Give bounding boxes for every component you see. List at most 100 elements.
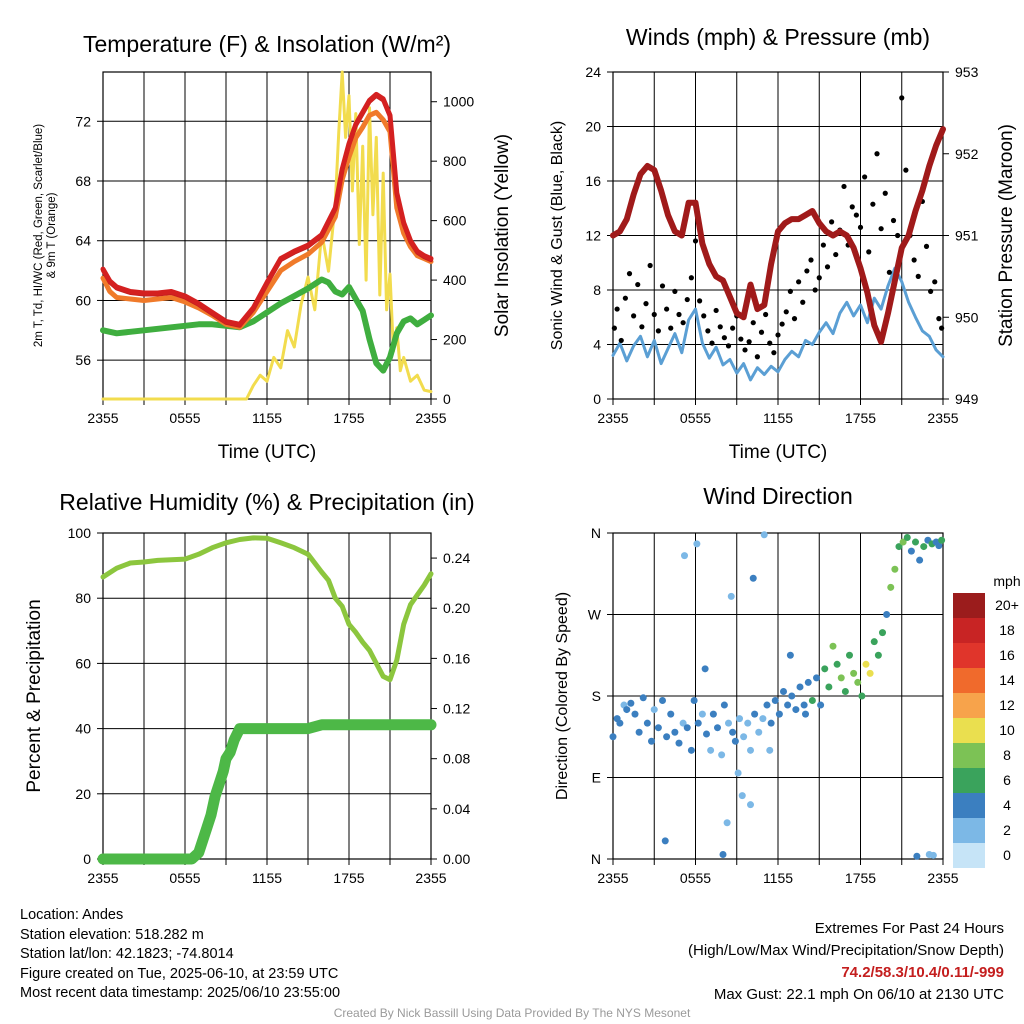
wdir-point	[887, 583, 895, 591]
wdir-point	[771, 697, 779, 705]
temp-y2-tick-label: 800	[443, 153, 467, 169]
wind-title: Winds (mph) & Pressure (mb)	[626, 24, 930, 50]
colorbar-label: 2	[1003, 822, 1011, 838]
rh-y2-tick-label: 0.04	[443, 801, 470, 817]
colorbar-unit-label: mph	[993, 573, 1020, 589]
wind-gust-point	[767, 340, 773, 346]
wdir-point	[729, 728, 737, 736]
wind-gust-point	[862, 174, 868, 180]
wdir-point	[903, 534, 911, 542]
wdir-point	[862, 660, 870, 668]
rh-y2-tick-label: 0.24	[443, 550, 470, 566]
extremes-panel: Extremes For Past 24 Hours (High/Low/Max…	[688, 918, 1004, 1006]
temp-y2-axis-label: Solar Insolation (Yellow)	[492, 134, 513, 337]
wind-gust-point	[841, 183, 847, 190]
wind-x-tick-label: 2355	[927, 410, 958, 426]
wind-gust-point	[932, 279, 938, 285]
wdir-point	[744, 719, 752, 727]
wdir-x-tick-label: 2355	[597, 870, 628, 886]
wdir-point	[935, 542, 943, 550]
wdir-x-tick-label: 2355	[927, 870, 958, 886]
rh-series-humidity	[100, 535, 434, 683]
wind-gust-point	[701, 313, 707, 319]
colorbar-swatch	[953, 718, 985, 743]
wind-gust-point	[783, 309, 789, 315]
wdir-x-tick-label: 1755	[845, 870, 876, 886]
wind-y2-axis-label: Station Pressure (Maroon)	[996, 124, 1017, 347]
temp-y-tick-label: 60	[75, 292, 91, 308]
wdir-point	[825, 683, 833, 691]
wind-gust-point	[655, 328, 661, 334]
wdir-point	[766, 746, 774, 754]
wind-gust-point	[824, 264, 831, 270]
wdir-point	[755, 728, 763, 736]
colorbar-swatch	[953, 593, 985, 618]
colorbar-swatch	[953, 843, 985, 868]
wdir-point	[870, 638, 878, 646]
wind-gust-point	[713, 307, 719, 314]
wdir-point	[780, 687, 787, 695]
wind-gust-point	[812, 287, 818, 293]
wind-gust-point	[730, 325, 736, 331]
temp-y-tick-label: 68	[75, 173, 91, 189]
colorbar-label: 6	[1003, 772, 1011, 788]
rh-y-axis-label: Percent & Precipitation	[24, 599, 45, 792]
wind-y2-tick-label: 950	[955, 309, 979, 325]
wind-gust-point	[899, 95, 905, 101]
rh-y2-tick-label: 0.12	[443, 701, 470, 717]
wdir-point	[800, 701, 808, 709]
wdir-point	[788, 692, 796, 700]
wdir-point	[802, 710, 809, 718]
wind-gust-point	[750, 320, 756, 326]
temp-x-tick-label: 2355	[415, 410, 446, 426]
wdir-point	[681, 552, 688, 560]
wdir-point	[690, 697, 698, 705]
wdir-point	[920, 543, 928, 551]
temp-y-tick-label: 64	[75, 233, 91, 249]
wdir-point	[693, 540, 701, 548]
wdir-point	[751, 710, 759, 718]
temp-y-axis-label-text: 2m T, Td, HI/WC (Red, Green, Scarlet/Blu…	[33, 124, 58, 347]
wdir-point	[707, 746, 715, 754]
wdir-point	[808, 697, 816, 705]
wdir-y-axis-label: Direction (Colored By Speed)	[554, 592, 571, 800]
wind-gust-point	[890, 217, 897, 224]
wdir-point	[891, 565, 899, 573]
wind-gust-point	[895, 232, 901, 239]
temp-x-axis-label: Time (UTC)	[218, 442, 317, 463]
wdir-point	[723, 819, 731, 827]
wind-gust-point	[626, 271, 633, 277]
temp-plot-border	[102, 71, 432, 400]
wdir-point	[821, 665, 829, 673]
wdir-y-tick-label: E	[592, 770, 601, 786]
colorbar-swatch	[953, 793, 985, 818]
wind-gust-point	[763, 311, 769, 318]
rh-y-tick-label: 80	[75, 590, 91, 606]
colorbar-swatch	[953, 818, 985, 843]
wind-gust-point	[659, 283, 666, 289]
wdir-point	[720, 701, 728, 709]
wind-gust-point	[680, 320, 686, 326]
wdir-point	[804, 678, 812, 686]
wind-gust-point	[746, 339, 752, 345]
wdir-point	[734, 769, 742, 777]
rh-x-tick-label: 1755	[333, 870, 364, 886]
wind-gust-point	[853, 212, 859, 218]
colorbar-label: 8	[1003, 747, 1011, 763]
wdir-point	[687, 746, 695, 754]
wind-gust-point	[911, 257, 917, 263]
wdir-point	[858, 692, 866, 700]
wdir-point	[759, 715, 767, 723]
wind-gust-point	[804, 268, 810, 274]
wind-gust-point	[866, 249, 872, 255]
wdir-point	[846, 651, 853, 659]
wdir-point	[841, 687, 849, 695]
temp-y2-tick-label: 600	[443, 213, 467, 229]
wind-chart: 2355 0555 1155 1755 2355 0 4 8 12 16 20 24 949 950 951…	[549, 24, 1017, 463]
location-text: Location: Andes	[20, 907, 124, 923]
rh-plot-border	[102, 532, 432, 860]
wdir-point	[627, 699, 635, 707]
wdir-point	[760, 531, 768, 539]
wind-gust-point	[684, 296, 690, 303]
wdir-point	[796, 683, 804, 691]
